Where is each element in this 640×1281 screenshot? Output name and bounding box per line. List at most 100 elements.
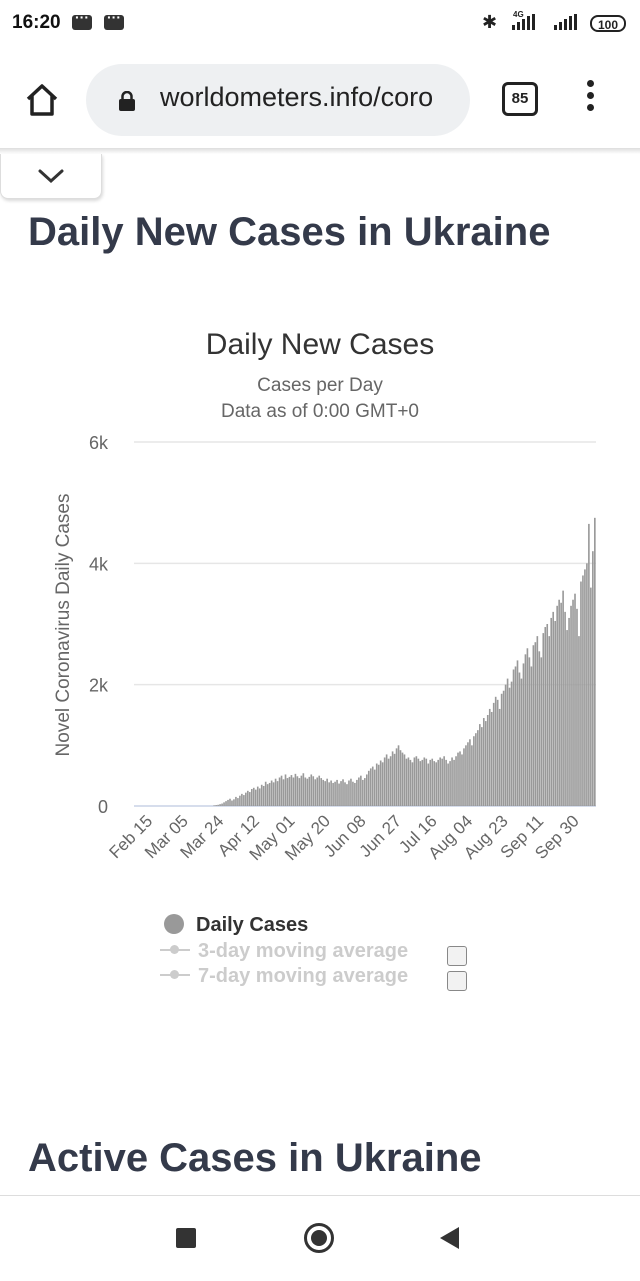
bar [389,756,392,806]
y-tick-label: 0 [98,797,108,817]
bar [425,758,428,806]
checkbox-7day-average[interactable] [447,971,467,991]
bar [324,781,326,806]
back-button[interactable] [440,1227,459,1249]
recents-button[interactable] [176,1228,196,1248]
bar [391,751,394,806]
bar [227,799,229,806]
bar [320,778,323,806]
legend-label: Daily Cases [196,914,309,936]
legend-dot-icon [164,914,184,934]
bar [453,759,455,806]
bar [526,648,529,806]
bar [592,551,594,806]
y-tick-label: 4k [89,554,109,574]
bar [510,681,513,806]
checkbox-3day-average[interactable] [447,946,467,966]
bar [395,748,398,806]
bar [250,789,253,806]
y-tick-labels: 0 2k 4k 6k [89,433,109,817]
chart-subtitle-date: Data as of 0:00 GMT+0 [221,401,419,422]
bar [401,752,404,806]
legend-3day-average[interactable]: 3-day moving average [160,940,408,963]
address-bar[interactable]: worldometers.info/coro [86,64,470,136]
bar [296,776,299,806]
bar [530,666,533,806]
bar [360,775,362,806]
legend-line-icon [160,970,190,979]
bar [215,805,217,806]
bar [407,757,410,806]
status-bar: 16:20 ✱ 4G 100 [0,0,640,48]
collapse-toggle-button[interactable] [0,154,102,199]
tab-switcher-button[interactable]: 85 [502,82,538,116]
bar [484,721,487,806]
bar [397,745,400,806]
bar [239,795,241,806]
signal-icon [512,14,535,30]
bar [322,779,324,806]
bar [387,758,390,806]
bar [506,678,509,806]
bar [540,657,543,806]
bar [373,769,376,806]
home-button[interactable] [304,1223,334,1253]
bar [274,778,277,806]
legend-7day-average[interactable]: 7-day moving average [160,965,408,988]
bar [451,757,453,806]
bar [346,784,348,806]
bar [362,779,364,806]
bar [233,799,235,806]
system-nav-bar [0,1195,640,1281]
bar [344,782,346,806]
bar [375,763,378,806]
home-icon[interactable] [24,82,60,118]
bar [213,805,215,806]
bar [371,766,374,806]
bar [473,736,475,806]
bar [500,693,503,806]
bar [245,792,247,806]
bar [562,590,564,806]
bar [433,761,436,806]
bar [552,611,555,806]
message-icon [104,9,124,30]
bar [241,793,243,806]
overflow-menu-icon[interactable] [584,80,596,116]
bar [481,727,483,806]
bar [294,773,297,806]
bar [367,770,370,806]
chart-subtitle: Cases per Day [257,375,383,396]
bar [365,774,368,806]
bar [475,733,477,806]
bar [310,774,313,806]
legend-daily-cases[interactable]: Daily Cases [164,914,308,937]
bar [538,651,541,806]
bar [278,777,281,806]
bar [560,602,562,806]
url-text: worldometers.info/coro [160,82,434,112]
bar [270,780,273,806]
bar [490,711,493,806]
bar [282,779,285,806]
bar [522,663,525,806]
bar [556,605,558,806]
bar [332,782,334,806]
bar [249,792,251,806]
bar [352,781,354,806]
chart-title: Daily New Cases [206,328,434,361]
toolbar-shadow [0,148,640,154]
bar [411,762,414,806]
bar [334,781,336,806]
bar [292,777,295,806]
bar [350,778,352,806]
bar [584,569,586,806]
bar [268,782,271,806]
bar [439,757,441,806]
bar [486,715,489,806]
bar [546,624,549,806]
bar [576,608,578,806]
bar [564,611,566,806]
bar [298,778,301,806]
